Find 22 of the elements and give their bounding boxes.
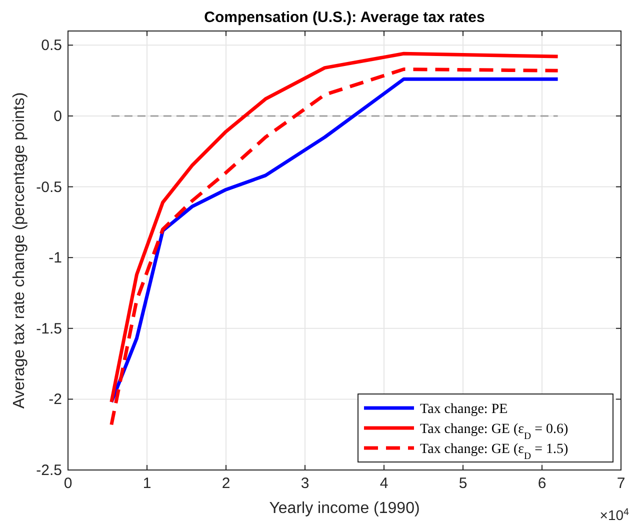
x-tick-label: 5 — [458, 475, 468, 492]
x-tick-label: 2 — [222, 475, 230, 492]
y-tick-label: -0.5 — [36, 178, 62, 196]
y-tick-label: -1.5 — [36, 320, 62, 338]
legend-label: Tax change: GE (ε$_{D}$ = 1.5) — [420, 442, 569, 462]
x-tick-label: 0 — [64, 475, 72, 492]
legend-label: Tax change: GE (ε$_{D}$ = 0.6) — [420, 422, 569, 442]
legend-label: Tax change: PE — [420, 402, 508, 417]
y-tick-label: -2 — [48, 391, 62, 408]
y-axis-title: Average tax rate change (percentage points) — [11, 92, 28, 409]
x-axis-title: Yearly income (1990) — [269, 500, 420, 517]
y-tick-label: 0.5 — [41, 37, 62, 54]
x-tick-label: 6 — [538, 475, 546, 492]
chart-title: Compensation (U.S.): Average tax rates — [204, 9, 485, 26]
text: ×10$^{4}$ — [600, 506, 630, 523]
y-tick-label: 0 — [54, 108, 62, 125]
x-tick-label: 3 — [300, 475, 310, 492]
y-tick-label: -1 — [48, 250, 62, 267]
x-tick-label: 7 — [616, 475, 626, 492]
y-tick-label: -2.5 — [36, 462, 62, 479]
x-tick-label: 1 — [142, 475, 152, 492]
x-tick-label: 4 — [380, 475, 388, 492]
